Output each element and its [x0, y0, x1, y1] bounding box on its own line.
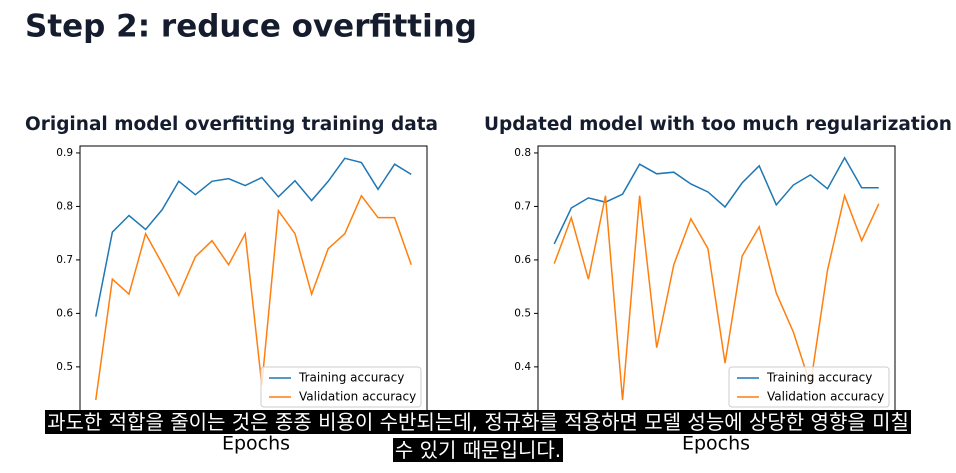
subtitle-line: 수 있기 때문입니다.: [0, 436, 956, 464]
chart-title: Updated model with too much regularizati…: [484, 114, 952, 135]
series-line: [95, 194, 412, 401]
slide-title: Step 2: reduce overfitting: [25, 9, 477, 45]
y-tick-label: 0.7: [56, 254, 73, 266]
y-tick-label: 0.5: [514, 307, 531, 319]
y-tick-label: 0.8: [56, 200, 73, 212]
legend-box: [728, 366, 890, 408]
legend-label: Training accuracy: [298, 371, 404, 385]
y-tick-label: 0.6: [56, 307, 73, 319]
x-axis-label: Epochs: [222, 433, 290, 455]
y-tick-label: 0.7: [514, 200, 531, 212]
subtitle-text: 과도한 적합을 줄이는 것은 종종 비용이 수반되는데, 정규화를 적용하면 모…: [45, 410, 911, 434]
chart-title: Original model overfitting training data: [25, 114, 438, 135]
y-tick-label: 0.8: [514, 147, 531, 159]
subtitle-line: 과도한 적합을 줄이는 것은 종종 비용이 수반되는데, 정규화를 적용하면 모…: [0, 408, 956, 436]
legend-label: Validation accuracy: [299, 390, 416, 404]
y-tick-label: 0.6: [514, 254, 531, 266]
legend-label: Validation accuracy: [767, 390, 884, 404]
subtitle-text: 수 있기 때문입니다.: [392, 438, 564, 462]
y-tick-label: 0.4: [514, 361, 531, 373]
y-tick-label: 0.5: [56, 361, 73, 373]
y-tick-label: 0.9: [56, 147, 73, 159]
series-line: [95, 157, 412, 317]
series-line: [553, 193, 880, 401]
legend-label: Training accuracy: [766, 371, 872, 385]
series-line: [553, 156, 879, 245]
legend-box: [260, 366, 422, 408]
x-axis-label: Epochs: [682, 433, 750, 455]
